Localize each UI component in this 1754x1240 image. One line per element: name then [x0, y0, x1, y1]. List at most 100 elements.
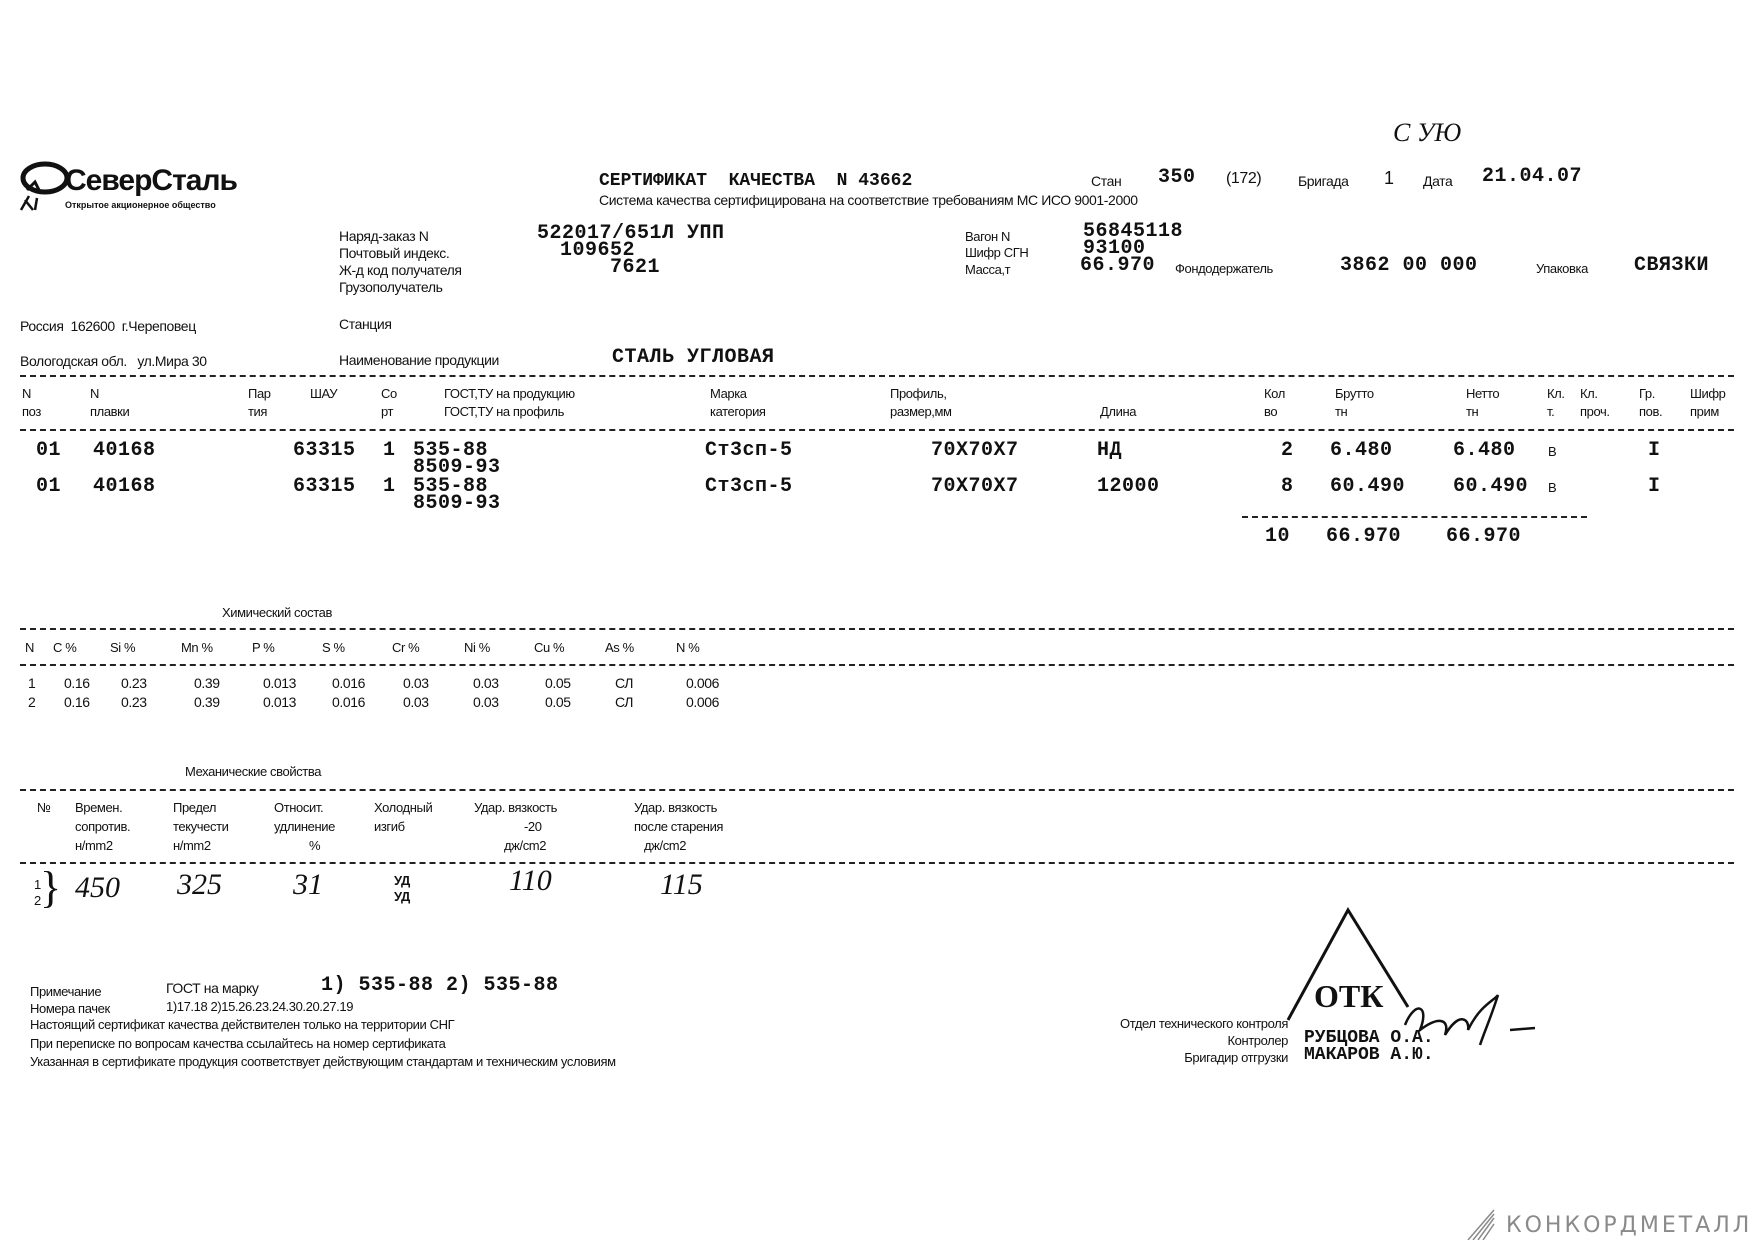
divider [20, 664, 1734, 666]
product-cell-net: 6.480 [1453, 439, 1516, 462]
controller-name: РУБЦОВА О.А. [1304, 1028, 1434, 1048]
note-value: 1) 535-88 2) 535-88 [321, 974, 559, 997]
address-line-2: Вологодская обл. ул.Мира 30 [20, 353, 207, 369]
chemistry-cell: 0.39 [194, 694, 220, 710]
mechanics-title: Механические свойства [185, 764, 322, 779]
mechanics-column-header: дж/cm2 [504, 838, 547, 853]
chemistry-cell: 0.05 [545, 675, 571, 691]
rail-code-label: Ж-д код получателя [339, 262, 462, 278]
wagon-label: Вагон N [965, 229, 1010, 244]
stan-sub: (172) [1226, 170, 1262, 187]
logo-emblem-icon [19, 161, 69, 211]
watermark-text: КОНКОРДМЕТАЛЛ [1506, 1213, 1753, 1238]
product-cell-melt: 40168 [93, 475, 156, 498]
sgn-value: 93100 [1083, 237, 1146, 260]
chemistry-column-header: N [25, 640, 34, 655]
otk-stamp-text: ОТК [1314, 978, 1384, 1014]
product-cell-klt: В [1548, 480, 1557, 495]
mechanics-column-header: сопротив. [75, 819, 131, 834]
product-column-header: ГОСТ,ТУ на профиль [444, 404, 564, 419]
divider [20, 862, 1734, 864]
product-cell-pos: 01 [36, 475, 62, 498]
product-column-header: N [90, 386, 99, 401]
date-value: 21.04.07 [1482, 165, 1583, 188]
mechanics-column-header: текучести [173, 819, 229, 834]
product-column-header: Нетто [1466, 386, 1500, 401]
product-cell-gross: 60.490 [1330, 475, 1406, 498]
consignee-label: Грузополучатель [339, 279, 443, 295]
stan-value: 350 [1158, 166, 1196, 189]
mechanics-column-header: изгиб [374, 819, 405, 834]
mechanics-column-header: № [37, 800, 51, 815]
chemistry-cell: СЛ [615, 675, 634, 691]
product-column-header: Шифр [1690, 386, 1726, 401]
chemistry-cell: СЛ [615, 694, 634, 710]
mechanics-column-header: н/mm2 [75, 838, 113, 853]
divider [20, 789, 1734, 791]
brigada-label: Бригада [1298, 173, 1349, 189]
fund-holder-value: 3862 00 000 [1340, 254, 1478, 277]
product-column-header: Со [381, 386, 397, 401]
impact-aged-value: 115 [660, 868, 703, 901]
bundles-label: Номера пачек [30, 1001, 110, 1016]
bend-value-2: УД [394, 889, 410, 904]
product-column-header: рт [381, 404, 394, 419]
product-cell-gost2: 8509-93 [413, 456, 501, 479]
chemistry-column-header: Cu % [534, 640, 565, 655]
chemistry-cell: 0.006 [686, 694, 720, 710]
product-name-value: СТАЛЬ УГЛОВАЯ [612, 346, 775, 369]
product-column-header: пов. [1639, 404, 1663, 419]
row-number-2: 2 [34, 893, 41, 908]
signature-icon [1403, 994, 1536, 1046]
elongation-value: 31 [293, 868, 323, 901]
chemistry-column-header: Ni % [464, 640, 490, 655]
chemistry-cell: 0.013 [263, 675, 297, 691]
product-cell-shau: 63315 [293, 475, 356, 498]
product-column-header: тия [248, 404, 268, 419]
bundles-value: 1)17.18 2)15.26.23.24.30.20.27.19 [166, 999, 354, 1014]
product-column-header: плавки [90, 404, 130, 419]
product-cell-gost2: 8509-93 [413, 492, 501, 515]
chemistry-cell: 0.23 [121, 694, 147, 710]
certificate-subtitle: Система качества сертифицирована на соот… [599, 192, 1138, 208]
divider [20, 628, 1734, 630]
packaging-value: СВЯЗКИ [1634, 254, 1710, 277]
mechanics-column-header: после старения [634, 819, 724, 834]
postal-label: Почтовый индекс. [339, 245, 450, 261]
mechanics-column-header: Удар. вязкость [474, 800, 557, 815]
product-cell-grpov: I [1648, 475, 1661, 498]
certificate-title: СЕРТИФИКАТ КАЧЕСТВА N 43662 [599, 171, 913, 191]
mechanics-column-header: дж/cm2 [644, 838, 687, 853]
product-cell-grade: Ст3сп-5 [705, 439, 793, 462]
product-column-header: N [22, 386, 31, 401]
note-line-2: При переписке по вопросам качества ссыла… [30, 1036, 446, 1051]
chemistry-column-header: Si % [110, 640, 136, 655]
product-column-header: т. [1547, 404, 1555, 419]
bend-value-1: УД [394, 873, 410, 888]
note-line-3: Указанная в сертификате продукция соотве… [30, 1054, 616, 1069]
row-number-1: 1 [34, 877, 41, 892]
postal-value: 109652 [560, 239, 636, 262]
order-value: 522017/651Л УПП [537, 222, 725, 245]
chemistry-column-header: N % [676, 640, 700, 655]
product-cell-sort: 1 [383, 475, 396, 498]
product-cell-profile: 70Х70Х7 [931, 439, 1019, 462]
severstal-logo: СеверСталь Открытое акционерное общество [17, 160, 297, 216]
product-column-header: тн [1466, 404, 1479, 419]
chemistry-cell: 0.013 [263, 694, 297, 710]
product-column-header: Гр. [1639, 386, 1655, 401]
mechanics-column-header: Относит. [274, 800, 324, 815]
packaging-label: Упаковка [1536, 261, 1588, 276]
product-cell-melt: 40168 [93, 439, 156, 462]
product-cell-gost1: 535-88 [413, 439, 489, 462]
controller-label: Контролер [1227, 1033, 1288, 1048]
product-column-header: Кол [1264, 386, 1285, 401]
watermark-logo-icon [1467, 1209, 1495, 1240]
mechanics-column-header: -20 [524, 819, 542, 834]
product-cell-length: НД [1097, 439, 1123, 462]
product-cell-qty: 8 [1281, 475, 1294, 498]
note-label: Примечание [30, 984, 102, 999]
tensile-value: 450 [75, 871, 120, 904]
brigada-value: 1 [1384, 168, 1394, 188]
